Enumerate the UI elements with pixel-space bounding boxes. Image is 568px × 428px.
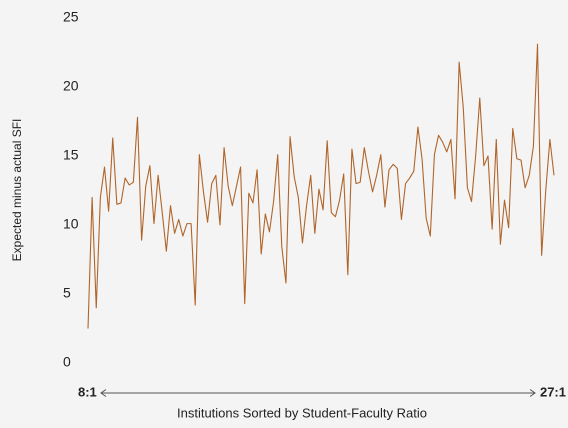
x-start-label: 8:1 [78,384,97,399]
x-axis-label: Institutions Sorted by Student-Faculty R… [177,405,427,420]
x-arrow [100,389,536,397]
x-end-label: 27:1 [540,384,566,399]
y-tick-label: 15 [63,147,79,163]
y-axis-label: Expected minus actual SFI [10,119,24,262]
data-line [87,43,555,329]
y-tick-label: 25 [63,9,79,25]
y-tick-label: 10 [63,216,79,232]
y-tick-label: 20 [63,78,79,94]
y-tick-label: 5 [63,285,71,301]
y-tick-label: 0 [63,354,71,370]
